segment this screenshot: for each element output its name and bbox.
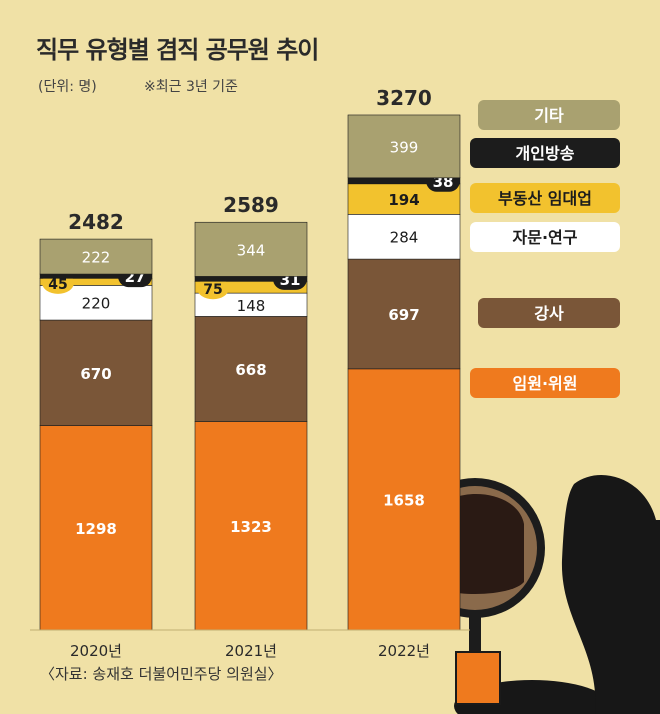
data-label: 75	[203, 282, 222, 298]
x-tick-label: 2021년	[225, 642, 277, 660]
pill-background	[197, 277, 229, 300]
bar-segment	[347, 114, 461, 179]
legend-label: 강사	[534, 304, 564, 323]
data-label: 670	[80, 365, 111, 383]
person-head-silhouette	[561, 475, 660, 714]
legend-label: 개인방송	[516, 144, 575, 163]
chart-title: 직무 유형별 겸직 공무원 추이	[36, 36, 319, 64]
total-label: 3270	[376, 86, 432, 110]
data-label: 1658	[383, 491, 425, 509]
data-label: 194	[388, 191, 419, 209]
legend-chip	[470, 138, 620, 168]
bar-segment	[39, 238, 153, 275]
holding-hand	[455, 651, 501, 705]
bar-segment	[347, 214, 461, 260]
data-label: 1298	[75, 520, 117, 538]
source-note: 〈자료: 송재호 더불어민주당 의원실〉	[40, 665, 283, 683]
data-label: 284	[390, 229, 419, 247]
bar-segment	[39, 319, 153, 426]
legend-label: 임원·위원	[513, 374, 578, 393]
data-label: 222	[82, 249, 111, 267]
bar-segment	[347, 258, 461, 370]
bar-segment	[194, 221, 308, 277]
x-tick-label: 2020년	[70, 642, 122, 660]
bar-segment	[39, 425, 153, 631]
data-label: 399	[390, 138, 419, 156]
basis-note: ※최근 3년 기준	[144, 79, 238, 95]
legend-chip	[470, 183, 620, 213]
data-label: 45	[48, 277, 67, 293]
bar-segment	[347, 368, 461, 631]
data-label: 697	[388, 306, 419, 324]
data-label: 344	[237, 241, 266, 259]
data-label: 1323	[230, 518, 272, 536]
data-label: 668	[235, 361, 266, 379]
legend-chip	[478, 298, 620, 328]
legend-label: 부동산 임대업	[498, 189, 592, 208]
legend-chip	[478, 100, 620, 130]
data-label: 220	[82, 295, 111, 313]
legend-chip	[470, 222, 620, 252]
legend-chip	[470, 368, 620, 398]
total-label: 2482	[68, 210, 124, 234]
data-label: 148	[237, 297, 266, 315]
total-label: 2589	[223, 193, 279, 217]
x-tick-label: 2022년	[378, 642, 430, 660]
legend-label: 기타	[534, 106, 564, 125]
bar-segment	[194, 421, 308, 631]
magnifier-handle	[469, 616, 481, 652]
legend-label: 자문·연구	[513, 228, 578, 247]
unit-note: (단위: 명)	[38, 79, 97, 95]
